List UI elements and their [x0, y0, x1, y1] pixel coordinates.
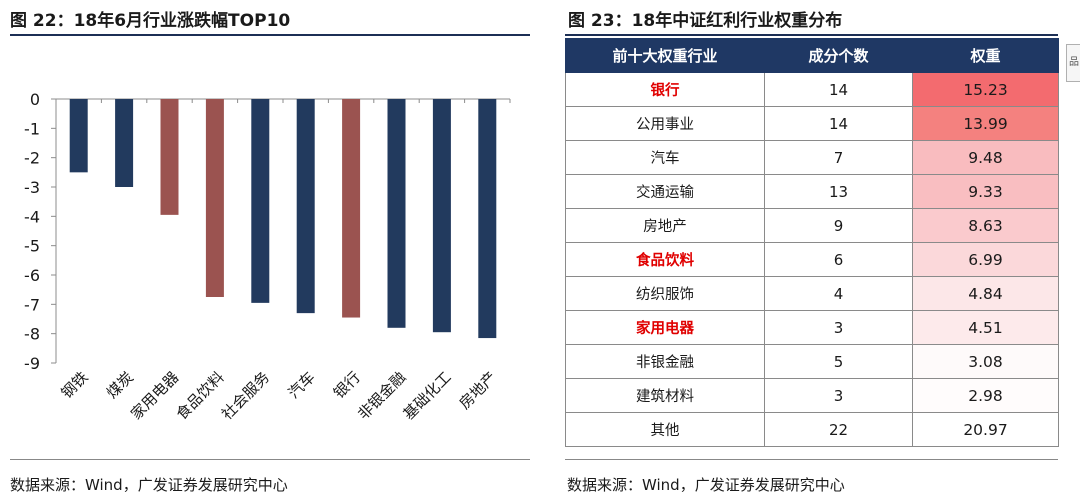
bar-基础化工	[432, 99, 451, 333]
bar-食品饮料	[205, 99, 224, 297]
count-cell: 3	[764, 378, 913, 413]
header-weight: 权重	[912, 38, 1059, 73]
y-tick-label: -2	[24, 149, 40, 168]
industry-cell: 其他	[565, 412, 765, 447]
left-source-note: 数据来源：Wind，广发证券发展研究中心	[10, 476, 288, 494]
bar-房地产	[478, 99, 497, 339]
y-tick-label: -9	[24, 354, 40, 373]
bar-家用电器	[160, 99, 179, 215]
left-bottom-rule	[10, 459, 530, 460]
x-category-label: 房地产	[456, 368, 501, 413]
header-industry: 前十大权重行业	[565, 38, 765, 73]
right-source-note: 数据来源：Wind，广发证券发展研究中心	[567, 476, 845, 494]
y-tick-label: -5	[24, 237, 40, 256]
x-category-label: 银行	[330, 368, 364, 402]
industry-cell: 纺织服饰	[565, 276, 765, 311]
count-cell: 5	[764, 344, 913, 379]
weight-cell: 20.97	[912, 412, 1059, 447]
weight-cell: 6.99	[912, 242, 1059, 277]
bar-汽车	[296, 99, 315, 314]
left-title-rule	[10, 34, 530, 36]
weight-cell: 3.08	[912, 344, 1059, 379]
right-title-rule	[565, 34, 1058, 36]
y-tick-label: 0	[30, 90, 40, 109]
y-tick-label: -1	[24, 119, 40, 138]
industry-cell: 交通运输	[565, 174, 765, 209]
table-row: 房地产 9 8.63	[565, 208, 1059, 243]
right-figure-title: 图 23：18年中证红利行业权重分布	[568, 11, 843, 31]
y-tick-label: -3	[24, 178, 40, 197]
y-tick-label: -6	[24, 266, 40, 285]
x-category-label: 家用电器	[127, 368, 182, 423]
industry-cell: 家用电器	[565, 310, 765, 345]
count-cell: 6	[764, 242, 913, 277]
table-row: 非银金融 5 3.08	[565, 344, 1059, 379]
industry-cell: 汽车	[565, 140, 765, 175]
table-row: 银行 14 15.23	[565, 72, 1059, 107]
y-tick-label: -4	[24, 207, 40, 226]
table-row: 公用事业 14 13.99	[565, 106, 1059, 141]
x-category-label: 汽车	[285, 368, 319, 402]
x-category-label: 基础化工	[400, 368, 455, 423]
weight-cell: 13.99	[912, 106, 1059, 141]
weight-cell: 9.48	[912, 140, 1059, 175]
count-cell: 14	[764, 72, 913, 107]
x-category-label: 非银金融	[354, 368, 409, 423]
table-row: 其他 22 20.97	[565, 412, 1059, 447]
table-row: 建筑材料 3 2.98	[565, 378, 1059, 413]
industry-cell: 房地产	[565, 208, 765, 243]
weight-distribution-table: 前十大权重行业 成分个数 权重 银行 14 15.23 公用事业 14 13.99 汽车 7 9…	[565, 38, 1059, 447]
y-axis: 0 -1 -2 -3 -4 -5 -6 -7 -8 -9	[24, 90, 510, 373]
count-cell: 9	[764, 208, 913, 243]
weight-cell: 4.84	[912, 276, 1059, 311]
table-row: 交通运输 13 9.33	[565, 174, 1059, 209]
page-tab-icon[interactable]: 品	[1066, 44, 1080, 82]
weight-cell: 9.33	[912, 174, 1059, 209]
x-category-label: 社会服务	[218, 368, 273, 423]
table-body: 银行 14 15.23 公用事业 14 13.99 汽车 7 9.48 交通运输 13 9.33 房地产…	[565, 72, 1059, 447]
table-row: 纺织服饰 4 4.84	[565, 276, 1059, 311]
bar-社会服务	[251, 99, 270, 303]
x-category-label: 钢铁	[58, 368, 92, 402]
x-category-label: 食品饮料	[173, 368, 228, 423]
count-cell: 22	[764, 412, 913, 447]
x-category-label: 煤炭	[103, 368, 137, 402]
count-cell: 3	[764, 310, 913, 345]
left-figure-title: 图 22：18年6月行业涨跌幅TOP10	[10, 11, 291, 31]
table-row: 家用电器 3 4.51	[565, 310, 1059, 345]
weight-cell: 8.63	[912, 208, 1059, 243]
count-cell: 14	[764, 106, 913, 141]
weight-cell: 2.98	[912, 378, 1059, 413]
weight-cell: 15.23	[912, 72, 1059, 107]
industry-cell: 非银金融	[565, 344, 765, 379]
table-header-row: 前十大权重行业 成分个数 权重	[565, 38, 1059, 73]
weight-cell: 4.51	[912, 310, 1059, 345]
industry-cell: 银行	[565, 72, 765, 107]
bars	[69, 99, 511, 339]
bar-钢铁	[69, 99, 88, 173]
bar-非银金融	[387, 99, 406, 328]
industry-cell: 建筑材料	[565, 378, 765, 413]
right-bottom-rule	[565, 459, 1058, 460]
count-cell: 7	[764, 140, 913, 175]
bar-煤炭	[115, 99, 134, 187]
industry-cell: 公用事业	[565, 106, 765, 141]
industry-cell: 食品饮料	[565, 242, 765, 277]
count-cell: 13	[764, 174, 913, 209]
y-tick-label: -7	[24, 295, 40, 314]
table-row: 汽车 7 9.48	[565, 140, 1059, 175]
y-tick-label: -8	[24, 325, 40, 344]
bar-银行	[342, 99, 361, 318]
header-count: 成分个数	[764, 38, 913, 73]
count-cell: 4	[764, 276, 913, 311]
table-row: 食品饮料 6 6.99	[565, 242, 1059, 277]
